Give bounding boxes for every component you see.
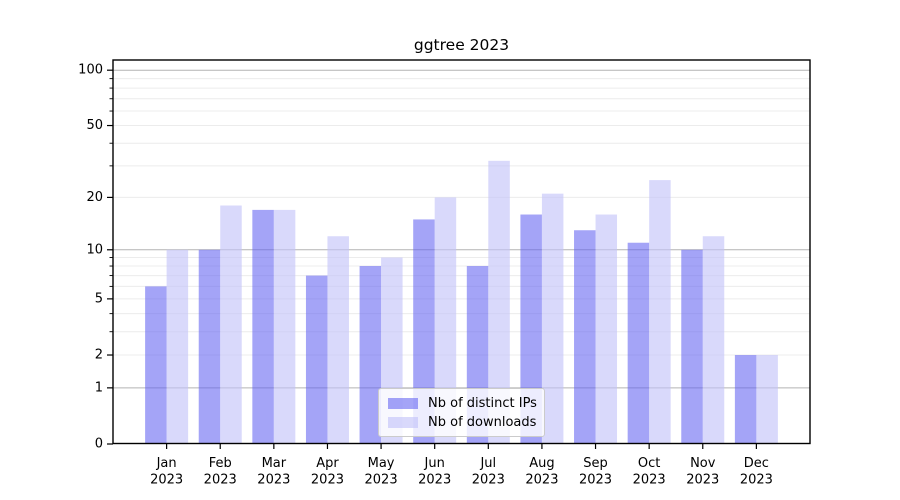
bar-apr-distinct-ips <box>305 275 328 444</box>
x-tick-label-year: 2023 <box>579 473 612 488</box>
y-tick-label: 100 <box>78 63 103 78</box>
y-tick-label: 1 <box>95 380 103 395</box>
bar-nov-downloads <box>702 236 725 444</box>
x-tick-label-month: Aug <box>529 456 554 471</box>
bar-dec-downloads <box>756 355 778 444</box>
legend-label-distinct-ips: Nb of distinct IPs <box>428 395 537 411</box>
bar-feb-downloads <box>220 205 242 444</box>
y-tick-label: 5 <box>95 291 103 306</box>
bar-may-distinct-ips <box>359 266 382 444</box>
x-tick-label-year: 2023 <box>740 473 773 488</box>
plot-frame <box>112 59 811 445</box>
x-tick-label-month: Jul <box>479 456 496 471</box>
bar-aug-downloads <box>541 193 564 444</box>
x-tick-label-month: May <box>368 456 395 471</box>
x-tick-label-year: 2023 <box>204 473 237 488</box>
x-tick-label-year: 2023 <box>633 473 666 488</box>
bar-mar-downloads <box>273 209 296 444</box>
bar-apr-downloads <box>327 236 349 444</box>
x-tick-label-month: Apr <box>316 456 339 471</box>
legend-swatch-distinct-ips <box>388 397 418 409</box>
x-tick-label-month: Jun <box>424 456 445 471</box>
x-tick-label-month: Oct <box>638 456 660 471</box>
legend-item-distinct-ips: Nb of distinct IPs <box>388 396 544 411</box>
bar-nov-distinct-ips <box>681 249 703 444</box>
bar-jan-distinct-ips <box>145 286 167 444</box>
y-tick-label: 10 <box>86 242 103 257</box>
y-tick-label: 50 <box>86 118 103 133</box>
x-tick-label-year: 2023 <box>257 473 290 488</box>
x-tick-label-year: 2023 <box>525 473 558 488</box>
x-tick-label-month: Feb <box>209 456 232 471</box>
bar-sep-downloads <box>595 214 618 444</box>
chart-title: ggtree 2023 <box>413 36 510 54</box>
y-tick-label: 2 <box>95 348 103 363</box>
y-tick-label: 0 <box>95 437 103 452</box>
bar-jul-downloads <box>488 160 510 444</box>
bar-oct-downloads <box>649 180 671 444</box>
x-tick-label-year: 2023 <box>472 473 505 488</box>
x-tick-label-year: 2023 <box>150 473 183 488</box>
x-tick-label-year: 2023 <box>418 473 451 488</box>
legend-item-downloads: Nb of downloads <box>388 415 544 430</box>
x-tick-label-month: Jan <box>156 456 177 471</box>
bar-sep-distinct-ips <box>574 230 596 444</box>
x-tick-label-month: Dec <box>744 456 769 471</box>
legend-label-downloads: Nb of downloads <box>428 414 537 430</box>
bar-dec-distinct-ips <box>734 355 757 444</box>
legend: Nb of distinct IPs Nb of downloads <box>378 388 545 437</box>
x-tick-label-month: Nov <box>690 456 716 471</box>
x-tick-label-year: 2023 <box>311 473 344 488</box>
bar-mar-distinct-ips <box>252 209 274 444</box>
y-tick-label: 20 <box>86 190 103 205</box>
bar-oct-distinct-ips <box>627 242 650 444</box>
bar-feb-distinct-ips <box>198 249 221 444</box>
legend-swatch-downloads <box>388 416 418 428</box>
bar-jan-downloads <box>166 249 189 444</box>
x-tick-label-month: Mar <box>262 456 287 471</box>
bar-jun-distinct-ips <box>413 219 435 444</box>
bar-jun-downloads <box>434 197 457 444</box>
x-tick-label-year: 2023 <box>686 473 719 488</box>
x-tick-label-month: Sep <box>583 456 608 471</box>
x-tick-label-year: 2023 <box>365 473 398 488</box>
bar-aug-distinct-ips <box>520 214 542 444</box>
